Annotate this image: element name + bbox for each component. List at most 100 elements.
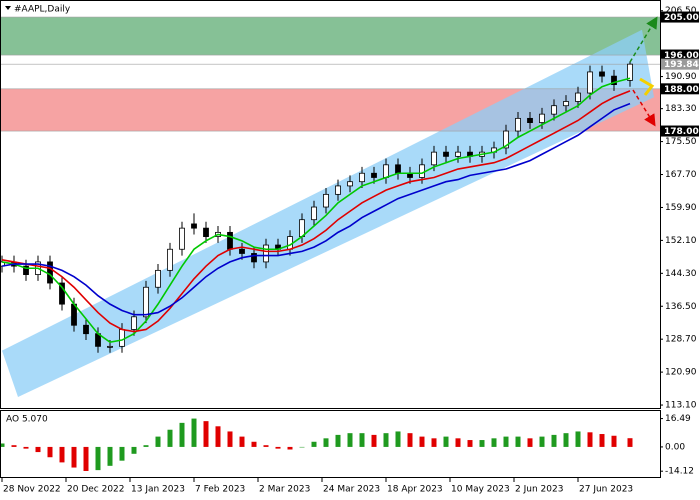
ao-bar (119, 446, 125, 461)
ao-bar (311, 441, 317, 447)
candle-body (83, 324, 89, 335)
pivot-arrow (639, 77, 655, 96)
candle-body (179, 227, 185, 250)
y-tick-label: 206.50 (665, 6, 697, 16)
level-text: 178.00 (664, 127, 699, 137)
ao-bar (215, 426, 221, 447)
ao-bar (287, 446, 293, 450)
x-tick-label: 2 Jun 2023 (515, 485, 563, 495)
ao-panel: 16.49 0.00 -14.12 (0, 414, 694, 477)
ao-bar (599, 434, 605, 447)
ao-bar (107, 446, 113, 466)
x-tick-label: 2 Mar 2023 (259, 485, 310, 495)
ao-bar (383, 433, 389, 447)
ao-bar (479, 440, 485, 447)
candle-body (311, 206, 317, 221)
ao-bar (395, 431, 401, 447)
x-tick-label: 7 Feb 2023 (195, 485, 245, 495)
candle-body (59, 282, 65, 305)
ao-bar (611, 435, 617, 447)
ao-bar (627, 438, 633, 447)
y-tick-label: 136.50 (665, 302, 697, 312)
y-tick-label: 120.90 (665, 368, 697, 378)
menu-icon (5, 6, 11, 10)
ao-bar (47, 446, 53, 458)
moving-average (1, 90, 631, 333)
ao-bar (467, 440, 473, 447)
ao-bar (263, 445, 269, 447)
candle-body (251, 253, 257, 263)
ao-bar (83, 446, 89, 471)
ao-bar (23, 446, 29, 449)
ao-bar (59, 446, 65, 463)
candle-body (203, 227, 209, 237)
candle-body (119, 329, 125, 347)
x-tick-label: 13 Jan 2023 (131, 485, 185, 495)
candle-body (395, 164, 401, 174)
candle-body (627, 63, 633, 81)
x-tick-label: 27 Jun 2023 (579, 485, 633, 495)
candle-body (167, 248, 173, 271)
level-text: 205.00 (664, 13, 699, 23)
ao-bar (551, 434, 557, 447)
candle-body (359, 172, 365, 183)
ao-bar (275, 446, 281, 449)
level-text: 188.00 (664, 85, 699, 95)
price-frame (0, 0, 661, 409)
ao-bar (299, 446, 305, 448)
level-text: 196.00 (664, 51, 699, 61)
ao-bar (0, 443, 5, 447)
ao-bar (491, 438, 497, 447)
candle-body (239, 248, 245, 254)
level-label: 188.00 (661, 83, 699, 95)
level-label: 205.00 (661, 11, 699, 23)
candle-body (563, 101, 569, 107)
y-tick-label: 190.90 (665, 72, 697, 82)
x-tick-label: 10 May 2023 (451, 485, 510, 495)
y-tick-label: 183.30 (665, 104, 697, 114)
candle-body (107, 345, 113, 348)
candle-body (599, 71, 605, 77)
candle-body (575, 92, 581, 102)
ao-title: AO 5.070 (6, 415, 48, 425)
ao-bar (443, 436, 449, 447)
candle-body (155, 269, 161, 288)
ao-bar (587, 432, 593, 447)
ao-bar (335, 434, 341, 447)
ao-bar (131, 446, 137, 454)
y-tick-label: 175.50 (665, 137, 697, 147)
y-tick-label: -14.12 (665, 467, 694, 477)
level-box (661, 11, 699, 23)
up-arrow (629, 16, 658, 63)
level-box (661, 58, 699, 70)
level-text: 193.84 (664, 60, 699, 70)
ao-bar (371, 434, 377, 447)
candle-body (419, 164, 425, 178)
candle-body (227, 231, 233, 250)
level-box (661, 125, 699, 137)
zone (1, 17, 660, 56)
candle-body (431, 151, 437, 166)
level-label: 193.84 (661, 58, 699, 70)
ao-bar (11, 445, 17, 447)
candle-body (551, 105, 557, 115)
y-tick-label: 167.70 (665, 170, 697, 180)
ao-bar (71, 446, 77, 468)
candle-body (503, 130, 509, 149)
y-tick-label: 144.30 (665, 269, 697, 279)
y-tick-label: 0.00 (665, 442, 685, 452)
candle-body (515, 117, 521, 132)
ao-frame (0, 410, 661, 478)
level-label: 196.00 (661, 49, 699, 61)
candle-body (323, 193, 329, 208)
y-tick-label: 159.90 (665, 203, 697, 213)
ao-bar (179, 422, 185, 447)
ao-bar (155, 436, 161, 447)
x-tick-label: 28 Nov 2022 (3, 485, 61, 495)
candle-body (611, 75, 617, 85)
ao-bar (191, 418, 197, 447)
candle-body (335, 185, 341, 195)
ao-bar (239, 436, 245, 447)
